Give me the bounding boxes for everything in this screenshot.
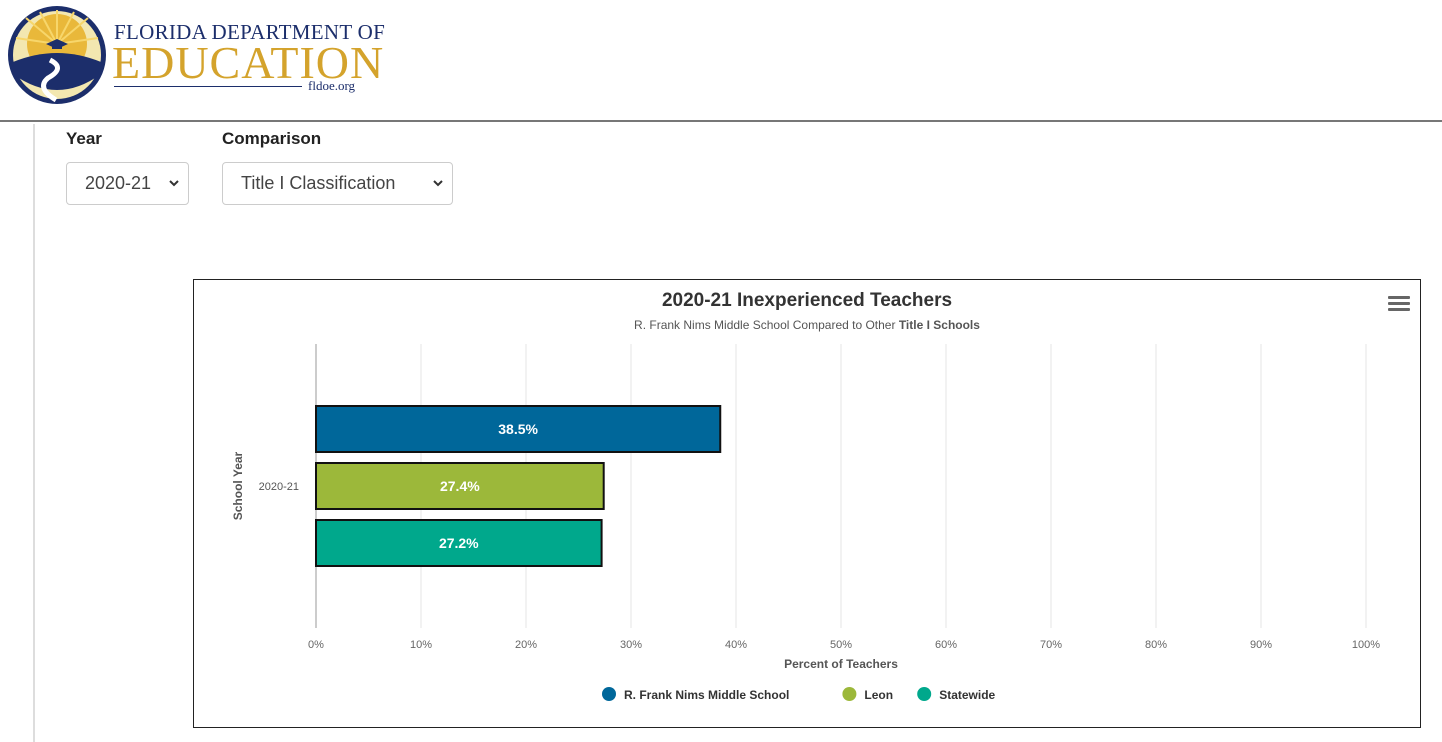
- logo-line-department: FLORIDA DEPARTMENT OF: [114, 20, 386, 44]
- fldoe-seal-logo[interactable]: [6, 4, 108, 106]
- bar-statewide: [315, 519, 603, 567]
- logo-domain: fldoe.org: [308, 78, 356, 93]
- fldoe-wordmark[interactable]: FLORIDA DEPARTMENT OF EDUCATION fldoe.or…: [112, 20, 385, 100]
- site-header: FLORIDA DEPARTMENT OF EDUCATION fldoe.or…: [0, 0, 1442, 122]
- legend-item-label: Statewide: [939, 688, 995, 702]
- bar-data-label: 38.5%: [498, 421, 538, 437]
- year-select-value: 2020-21: [85, 173, 152, 193]
- x-tick-label: 80%: [1145, 639, 1167, 651]
- logo-divider: [114, 86, 302, 87]
- hamburger-menu-icon[interactable]: [1388, 296, 1410, 314]
- comparison-label: Comparison: [222, 129, 322, 148]
- x-axis-title: Percent of Teachers: [784, 657, 898, 671]
- x-tick-label: 70%: [1040, 639, 1062, 651]
- x-tick-label: 90%: [1250, 639, 1272, 651]
- chevron-down-icon: [433, 180, 443, 187]
- content-left-border: [33, 124, 35, 742]
- x-tick-label: 0%: [308, 639, 324, 651]
- legend-marker: [602, 687, 616, 701]
- x-tick-label: 30%: [620, 639, 642, 651]
- x-tick-label: 60%: [935, 639, 957, 651]
- bar-data-label: 27.2%: [439, 535, 479, 551]
- bar-data-label: 27.4%: [440, 478, 480, 494]
- x-tick-label: 40%: [725, 639, 747, 651]
- x-tick-label: 10%: [410, 639, 432, 651]
- comparison-select[interactable]: Title I Classification: [222, 162, 453, 205]
- chart-title: 2020-21 Inexperienced Teachers: [662, 290, 952, 311]
- year-select[interactable]: 2020-21: [66, 162, 189, 205]
- legend-marker: [842, 687, 857, 701]
- chart-subtitle: R. Frank Nims Middle School Compared to …: [634, 318, 980, 332]
- year-label: Year: [66, 129, 102, 148]
- y-axis-title: School Year: [231, 451, 245, 520]
- bar-leon: [315, 462, 605, 510]
- y-category-label: 2020-21: [259, 481, 299, 493]
- chart-container: 2020-21 Inexperienced Teachers R. Frank N…: [193, 279, 1421, 728]
- legend-item-label: R. Frank Nims Middle School: [624, 688, 789, 702]
- logo-line-education: EDUCATION: [112, 37, 385, 88]
- bar-r-frank-nims-middle-school: [315, 405, 722, 453]
- bar-chart: 2020-21 Inexperienced Teachers R. Frank N…: [231, 290, 1380, 702]
- x-tick-label: 50%: [830, 639, 852, 651]
- legend-item-label: Leon: [864, 688, 893, 702]
- chevron-down-icon: [169, 180, 179, 187]
- x-tick-label: 20%: [515, 639, 537, 651]
- legend-marker: [917, 687, 932, 701]
- comparison-select-value: Title I Classification: [241, 173, 396, 193]
- x-tick-label: 100%: [1352, 639, 1380, 651]
